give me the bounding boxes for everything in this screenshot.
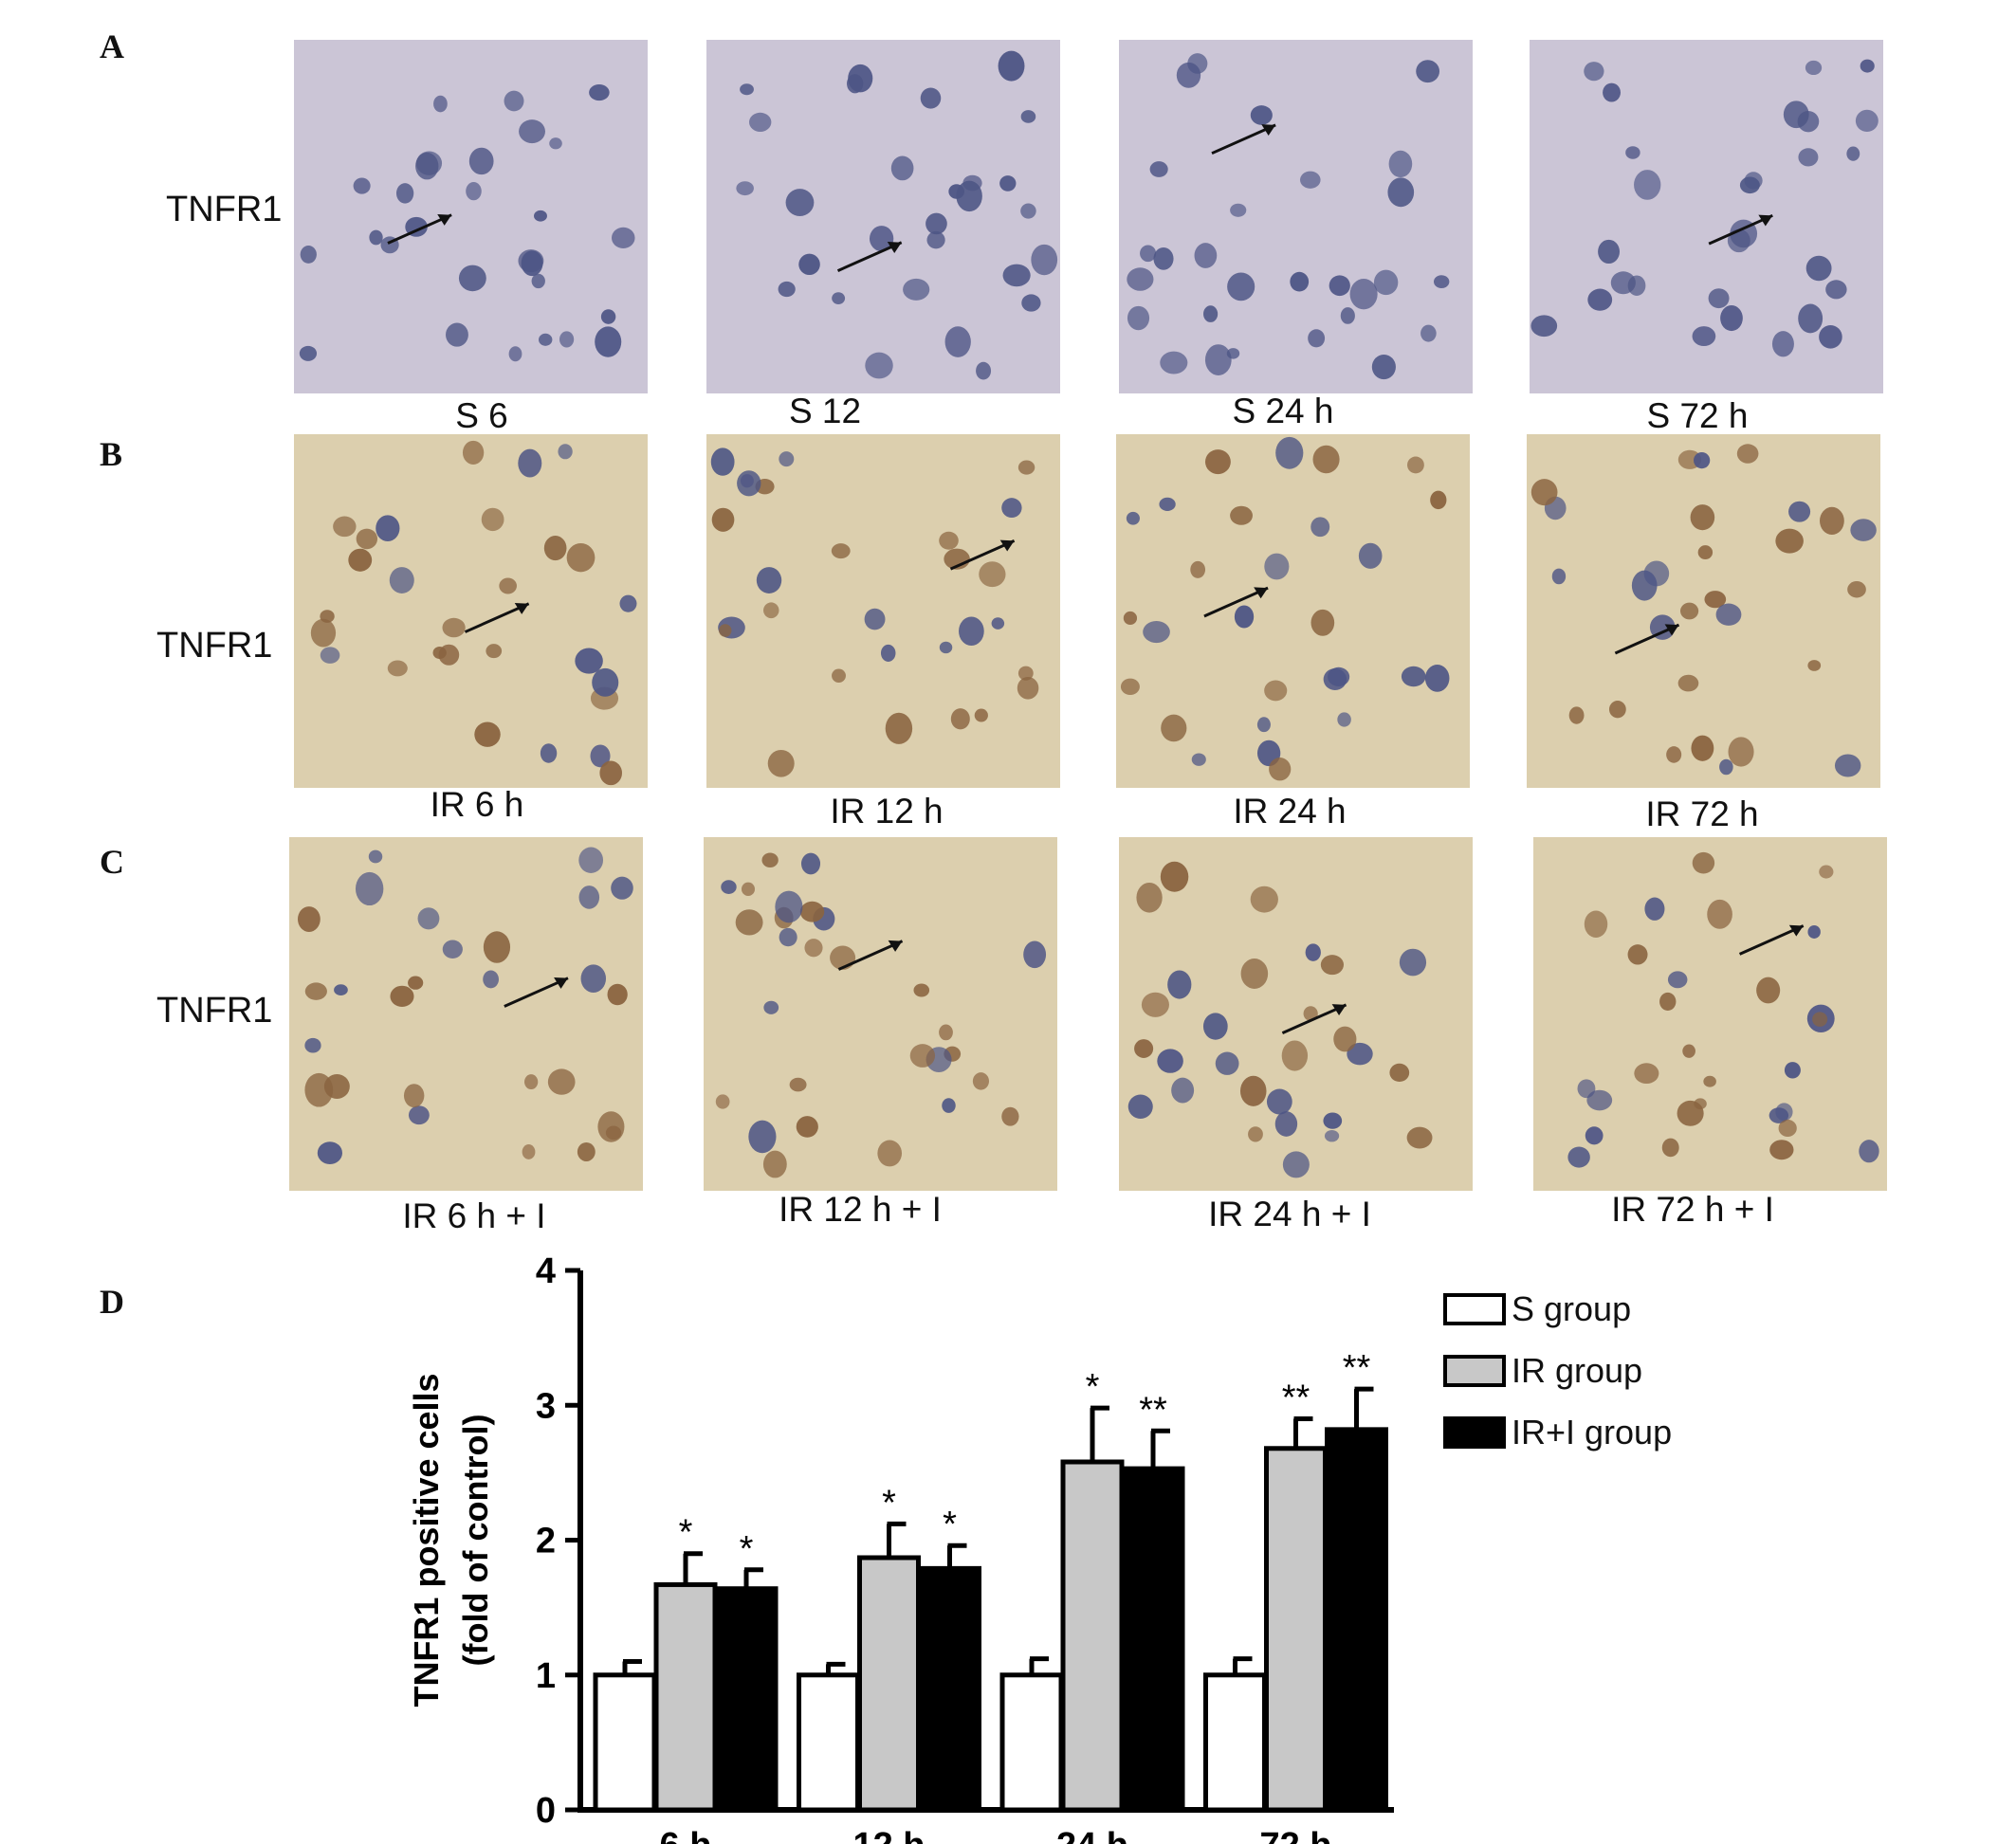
bar <box>999 1672 1064 1813</box>
y-axis-label-units: (fold of control) <box>456 1415 495 1667</box>
caption-s-12h: S 12 <box>788 392 862 430</box>
micrograph-ir-24h <box>1116 434 1470 788</box>
panel-letter-a: A <box>100 27 124 65</box>
row-label-a: TNFR1 <box>166 190 283 229</box>
x-tick-label: 6 h <box>660 1826 712 1844</box>
bar <box>1264 1446 1328 1813</box>
bar <box>857 1555 921 1813</box>
bar <box>593 1672 657 1813</box>
significance-marker: * <box>740 1529 754 1569</box>
significance-marker: ** <box>1282 1378 1310 1417</box>
bar <box>653 1581 718 1813</box>
legend-item-ir-group: IR group <box>1443 1351 1642 1391</box>
caption-s-6h: S 6 <box>455 396 508 435</box>
micrograph-ir-72h <box>1527 434 1880 788</box>
panel-letter-b: B <box>100 435 123 473</box>
legend-swatch-ir-group <box>1443 1355 1506 1387</box>
caption-ir-72h: IR 72 h <box>1645 794 1759 833</box>
legend-item-s-group: S group <box>1443 1289 1631 1329</box>
bar <box>1121 1466 1185 1813</box>
x-tick-label: 72 h <box>1259 1826 1331 1844</box>
bar <box>1060 1459 1125 1813</box>
caption-ir-12h: IR 12 h <box>830 792 944 831</box>
x-tick-label: 12 h <box>852 1826 925 1844</box>
micrograph-ir-6h <box>294 434 648 788</box>
bar <box>1325 1427 1388 1813</box>
significance-marker: * <box>943 1505 957 1544</box>
micrograph-s-72h <box>1530 40 1883 393</box>
panel-letter-d: D <box>100 1283 124 1321</box>
legend-label-s-group: S group <box>1512 1289 1632 1328</box>
tnfr1-bar-chart: 0 1 2 3 4 TNFR1 positive cells (fold of contro… <box>407 1251 1394 1844</box>
row-label-b: TNFR1 <box>156 626 273 666</box>
y-tick-label: 1 <box>536 1656 556 1696</box>
y-tick-label: 4 <box>536 1251 556 1291</box>
caption-ir-i-24h: IR 24 h + I <box>1208 1195 1371 1233</box>
micrograph-ir-i-6h <box>289 837 643 1191</box>
y-tick-label: 0 <box>536 1791 556 1831</box>
micrograph-ir-i-72h <box>1533 837 1887 1191</box>
caption-ir-i-72h: IR 72 h + I <box>1611 1190 1774 1229</box>
panel-letter-c: C <box>100 843 124 881</box>
caption-ir-i-6h: IR 6 h + I <box>402 1196 546 1235</box>
micrograph-ir-i-12h <box>704 837 1057 1191</box>
micrograph-s-24h <box>1119 40 1473 393</box>
y-axis-label: TNFR1 positive cells <box>407 1373 446 1707</box>
y-tick-label: 3 <box>536 1386 556 1426</box>
significance-marker: ** <box>1343 1348 1371 1388</box>
caption-s-24h: S 24 h <box>1232 392 1334 430</box>
significance-marker: ** <box>1139 1390 1167 1430</box>
caption-s-72h: S 72 h <box>1646 396 1749 435</box>
bar <box>1203 1672 1267 1813</box>
legend-item-ir-i-group: IR+I group <box>1443 1413 1672 1452</box>
row-label-c: TNFR1 <box>156 991 273 1031</box>
legend-swatch-ir-i-group <box>1443 1416 1506 1449</box>
caption-ir-6h: IR 6 h <box>430 785 524 824</box>
significance-marker: * <box>882 1483 896 1523</box>
micrograph-ir-i-24h <box>1119 837 1473 1191</box>
micrograph-s-12h <box>706 40 1060 393</box>
bar <box>797 1672 860 1813</box>
caption-ir-i-12h: IR 12 h + I <box>779 1190 942 1229</box>
bar <box>918 1565 981 1813</box>
caption-ir-24h: IR 24 h <box>1233 792 1347 831</box>
significance-marker: * <box>1086 1367 1100 1407</box>
significance-marker: * <box>679 1513 693 1553</box>
micrograph-ir-12h <box>706 434 1060 788</box>
y-tick-label: 2 <box>536 1522 556 1561</box>
bar <box>714 1586 779 1813</box>
legend-label-ir-i-group: IR+I group <box>1512 1413 1673 1451</box>
legend-swatch-s-group <box>1443 1293 1506 1325</box>
x-tick-label: 24 h <box>1056 1826 1128 1844</box>
legend-label-ir-group: IR group <box>1512 1351 1643 1390</box>
micrograph-s-6h <box>294 40 648 393</box>
